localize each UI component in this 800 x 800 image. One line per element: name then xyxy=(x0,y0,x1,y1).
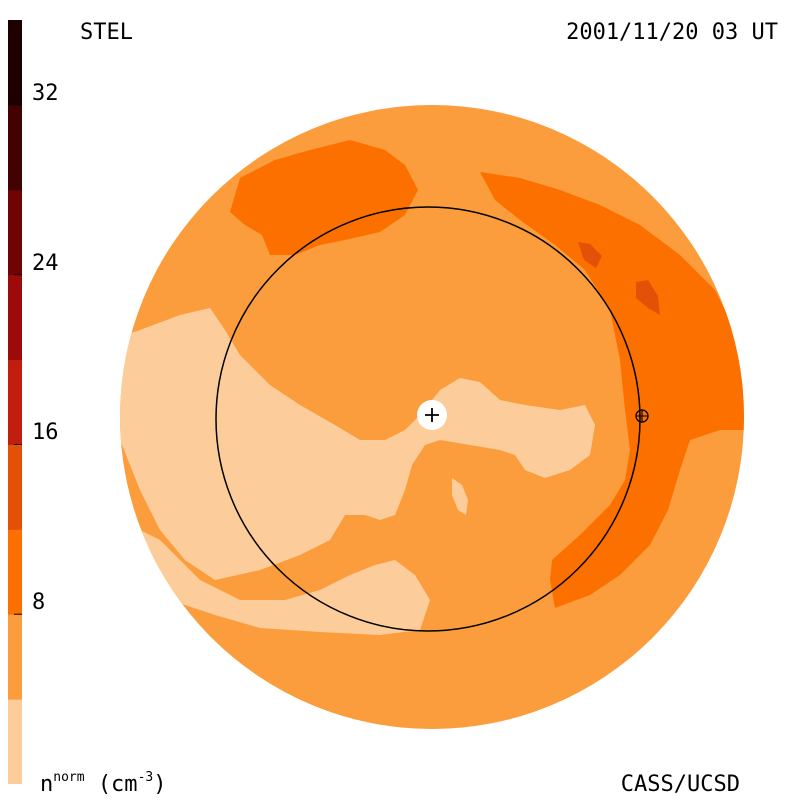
mid-density-region-right xyxy=(480,172,744,608)
units-exponent: -3 xyxy=(137,770,154,785)
low-density-region-left xyxy=(120,308,595,580)
earth-orbit-circle xyxy=(215,206,641,632)
colorbar xyxy=(8,20,22,784)
colorbar-band-4 xyxy=(8,359,22,445)
units-superscript: norm xyxy=(53,770,85,785)
low-density-patch-small xyxy=(452,478,468,515)
high-density-patch-1 xyxy=(578,242,602,268)
colorbar-band-3 xyxy=(8,444,22,530)
colorbar-units-label: nnorm (cm-3) xyxy=(40,770,166,797)
colorbar-tick-label: 8 xyxy=(32,590,46,616)
colorbar-band-7 xyxy=(8,104,22,191)
colorbar-tick-label: 24 xyxy=(32,250,59,276)
colorbar-band-8 xyxy=(8,20,22,106)
timestamp: 2001/11/20 03 UT xyxy=(566,20,778,45)
units-symbol: n xyxy=(40,772,54,797)
colorbar-band-1 xyxy=(8,614,22,700)
source-label: STEL xyxy=(80,20,133,45)
colorbar-band-5 xyxy=(8,274,22,361)
earth-cross-icon xyxy=(636,410,648,422)
colorbar-tick-label: 32 xyxy=(32,80,59,106)
units-unit: (cm xyxy=(97,772,138,797)
colorbar-tick-label: 16 xyxy=(32,420,59,446)
colorbar-band-0 xyxy=(8,699,22,784)
colorbar-band-6 xyxy=(8,189,22,276)
sun-plus-icon xyxy=(425,408,439,422)
high-density-patch-2 xyxy=(636,280,660,315)
units-close: ) xyxy=(153,772,167,797)
credit-label: CASS/UCSD xyxy=(620,772,740,797)
mid-density-region-top xyxy=(230,140,418,255)
colorbar-band-2 xyxy=(8,529,22,615)
low-density-region-bottom xyxy=(120,520,430,635)
